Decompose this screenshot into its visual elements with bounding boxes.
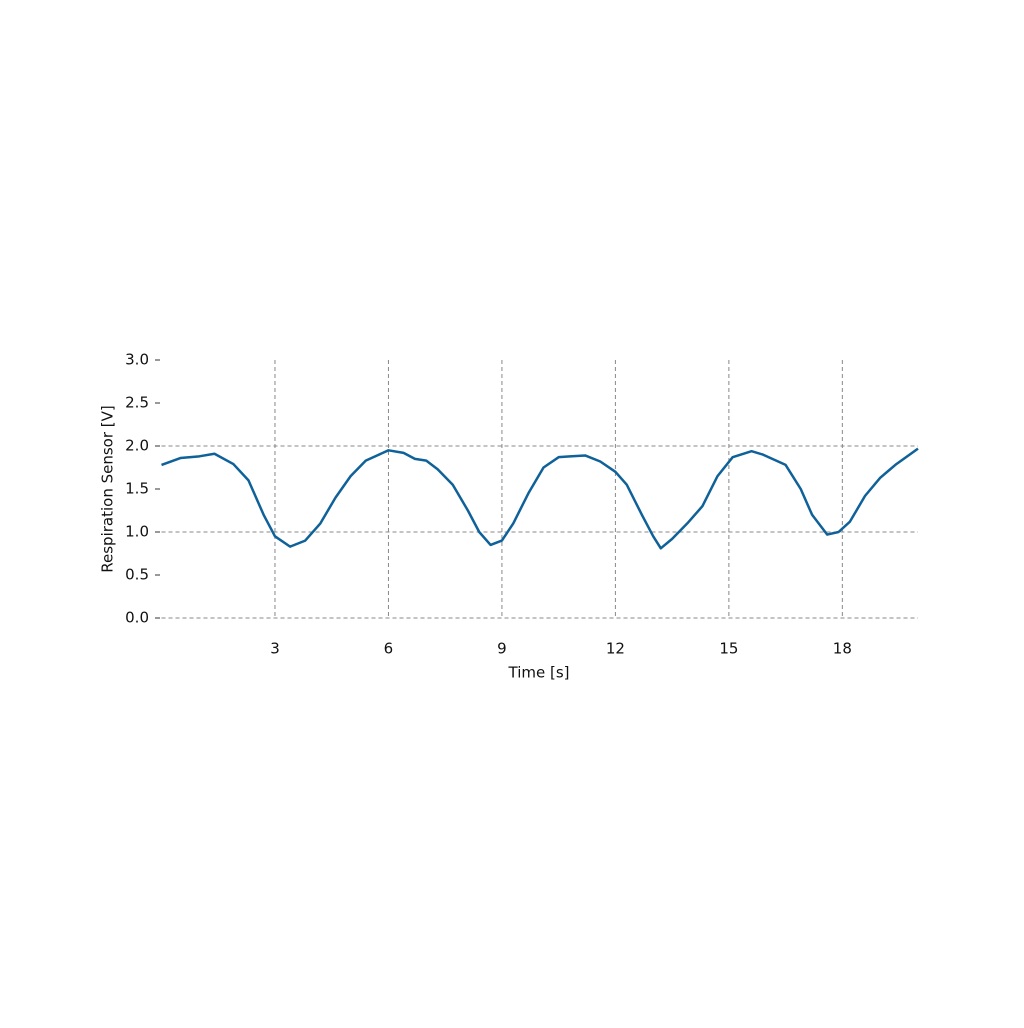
data-line [161,447,919,550]
x-tick-label: 9 [497,640,507,658]
x-tick-label: 12 [606,640,625,658]
y-axis-label: Respiration Sensor [V] [99,405,117,573]
x-tick-label: 6 [384,640,394,658]
x-tick-label: 15 [719,640,738,658]
y-tick-label: 3.0 [125,351,149,369]
y-tick-label: 2.5 [125,394,149,412]
y-tick-label: 0.0 [125,609,149,627]
x-tick-label: 3 [270,640,280,658]
y-tick-label: 1.5 [125,480,149,498]
x-tick-label: 18 [833,640,852,658]
x-axis-label: Time [s] [508,664,570,682]
y-tick-label: 0.5 [125,566,149,584]
y-tick-label: 1.0 [125,523,149,541]
y-tick-label: 2.0 [125,437,149,455]
